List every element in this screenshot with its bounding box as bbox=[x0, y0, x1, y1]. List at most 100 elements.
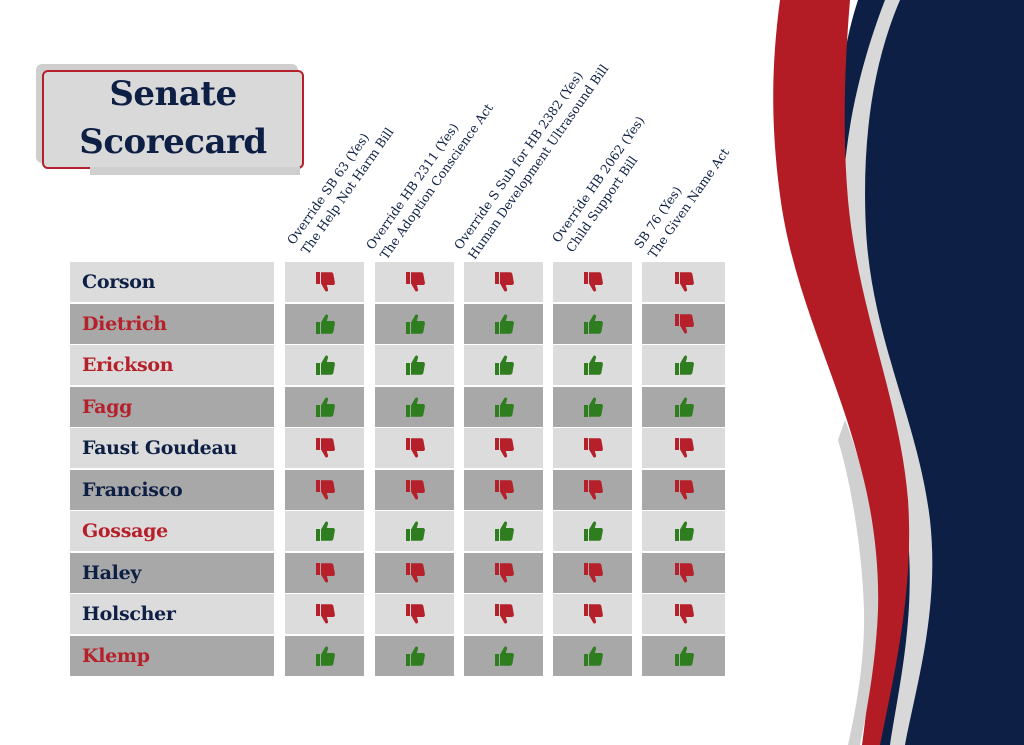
table-row: Gossage bbox=[0, 511, 780, 551]
thumbs-down-icon bbox=[674, 272, 694, 292]
thumbs-up-icon bbox=[583, 521, 603, 541]
thumbs-up-icon bbox=[494, 521, 514, 541]
vote-cell bbox=[553, 303, 632, 344]
vote-cell bbox=[553, 262, 632, 302]
title-line-1: Senate bbox=[109, 74, 237, 114]
thumbs-down-icon bbox=[405, 562, 425, 582]
senator-name: Haley bbox=[70, 552, 274, 593]
thumbs-down-icon bbox=[405, 604, 425, 624]
thumbs-down-icon bbox=[583, 272, 603, 292]
thumbs-down-icon bbox=[583, 438, 603, 458]
thumbs-up-icon bbox=[494, 314, 514, 334]
thumbs-up-icon bbox=[405, 646, 425, 666]
thumbs-down-icon bbox=[674, 313, 694, 333]
thumbs-up-icon bbox=[674, 397, 694, 417]
vote-cell bbox=[464, 469, 543, 510]
senator-name: Faust Goudeau bbox=[70, 428, 274, 468]
thumbs-up-icon bbox=[405, 355, 425, 375]
vote-cell bbox=[553, 428, 632, 468]
vote-cell bbox=[285, 345, 364, 385]
vote-cell bbox=[642, 594, 725, 634]
thumbs-up-icon bbox=[494, 397, 514, 417]
vote-cell bbox=[375, 511, 454, 551]
vote-cell bbox=[285, 635, 364, 676]
senator-name: Fagg bbox=[70, 386, 274, 427]
vote-cell bbox=[553, 552, 632, 593]
title-line-2: Scorecard bbox=[79, 122, 267, 162]
thumbs-down-icon bbox=[674, 604, 694, 624]
vote-cell bbox=[375, 386, 454, 427]
vote-cell bbox=[553, 635, 632, 676]
thumbs-down-icon bbox=[494, 479, 514, 499]
thumbs-up-icon bbox=[405, 314, 425, 334]
vote-cell bbox=[464, 594, 543, 634]
vote-cell bbox=[642, 303, 725, 344]
thumbs-up-icon bbox=[494, 355, 514, 375]
thumbs-up-icon bbox=[494, 646, 514, 666]
thumbs-down-icon bbox=[405, 479, 425, 499]
thumbs-up-icon bbox=[674, 355, 694, 375]
vote-cell bbox=[553, 511, 632, 551]
thumbs-down-icon bbox=[674, 438, 694, 458]
vote-cell bbox=[285, 428, 364, 468]
thumbs-down-icon bbox=[494, 604, 514, 624]
thumbs-up-icon bbox=[315, 521, 335, 541]
vote-cell bbox=[285, 303, 364, 344]
vote-cell bbox=[375, 552, 454, 593]
thumbs-up-icon bbox=[583, 314, 603, 334]
vote-cell bbox=[285, 511, 364, 551]
vote-cell bbox=[642, 511, 725, 551]
vote-cell bbox=[464, 345, 543, 385]
thumbs-down-icon bbox=[315, 438, 335, 458]
vote-cell bbox=[375, 635, 454, 676]
vote-cell bbox=[642, 469, 725, 510]
vote-cell bbox=[285, 386, 364, 427]
thumbs-up-icon bbox=[674, 521, 694, 541]
thumbs-up-icon bbox=[315, 355, 335, 375]
thumbs-down-icon bbox=[494, 272, 514, 292]
vote-cell bbox=[375, 428, 454, 468]
thumbs-down-icon bbox=[583, 479, 603, 499]
thumbs-up-icon bbox=[583, 355, 603, 375]
thumbs-up-icon bbox=[674, 646, 694, 666]
thumbs-down-icon bbox=[494, 562, 514, 582]
senator-name: Holscher bbox=[70, 594, 274, 634]
thumbs-down-icon bbox=[674, 479, 694, 499]
vote-cell bbox=[464, 635, 543, 676]
table-row: Erickson bbox=[0, 345, 780, 385]
thumbs-up-icon bbox=[315, 397, 335, 417]
thumbs-up-icon bbox=[315, 646, 335, 666]
thumbs-down-icon bbox=[583, 604, 603, 624]
table-row: Corson bbox=[0, 262, 780, 302]
gray-swoosh bbox=[842, 0, 933, 745]
navy-panel bbox=[839, 0, 1024, 745]
vote-cell bbox=[285, 262, 364, 302]
thumbs-up-icon bbox=[315, 314, 335, 334]
vote-cell bbox=[464, 511, 543, 551]
vote-cell bbox=[642, 428, 725, 468]
vote-cell bbox=[642, 552, 725, 593]
table-row: Haley bbox=[0, 552, 780, 593]
vote-cell bbox=[642, 386, 725, 427]
vote-cell bbox=[375, 594, 454, 634]
thumbs-down-icon bbox=[583, 562, 603, 582]
senator-name: Dietrich bbox=[70, 303, 274, 344]
senator-name: Francisco bbox=[70, 469, 274, 510]
vote-cell bbox=[464, 262, 543, 302]
thumbs-up-icon bbox=[405, 521, 425, 541]
thumbs-down-icon bbox=[315, 479, 335, 499]
vote-cell bbox=[464, 303, 543, 344]
thumbs-down-icon bbox=[405, 272, 425, 292]
senator-name: Erickson bbox=[70, 345, 274, 385]
thumbs-up-icon bbox=[583, 646, 603, 666]
bill-column-headers: Override SB 63 (Yes) The Help Not Harm B… bbox=[0, 0, 780, 270]
vote-cell bbox=[285, 469, 364, 510]
vote-cell bbox=[553, 469, 632, 510]
table-row: Fagg bbox=[0, 386, 780, 427]
vote-cell bbox=[553, 345, 632, 385]
scorecard-title-box: Senate Scorecard bbox=[42, 70, 304, 175]
thumbs-down-icon bbox=[494, 438, 514, 458]
vote-cell bbox=[375, 345, 454, 385]
gray-swoosh-lower bbox=[838, 420, 879, 745]
